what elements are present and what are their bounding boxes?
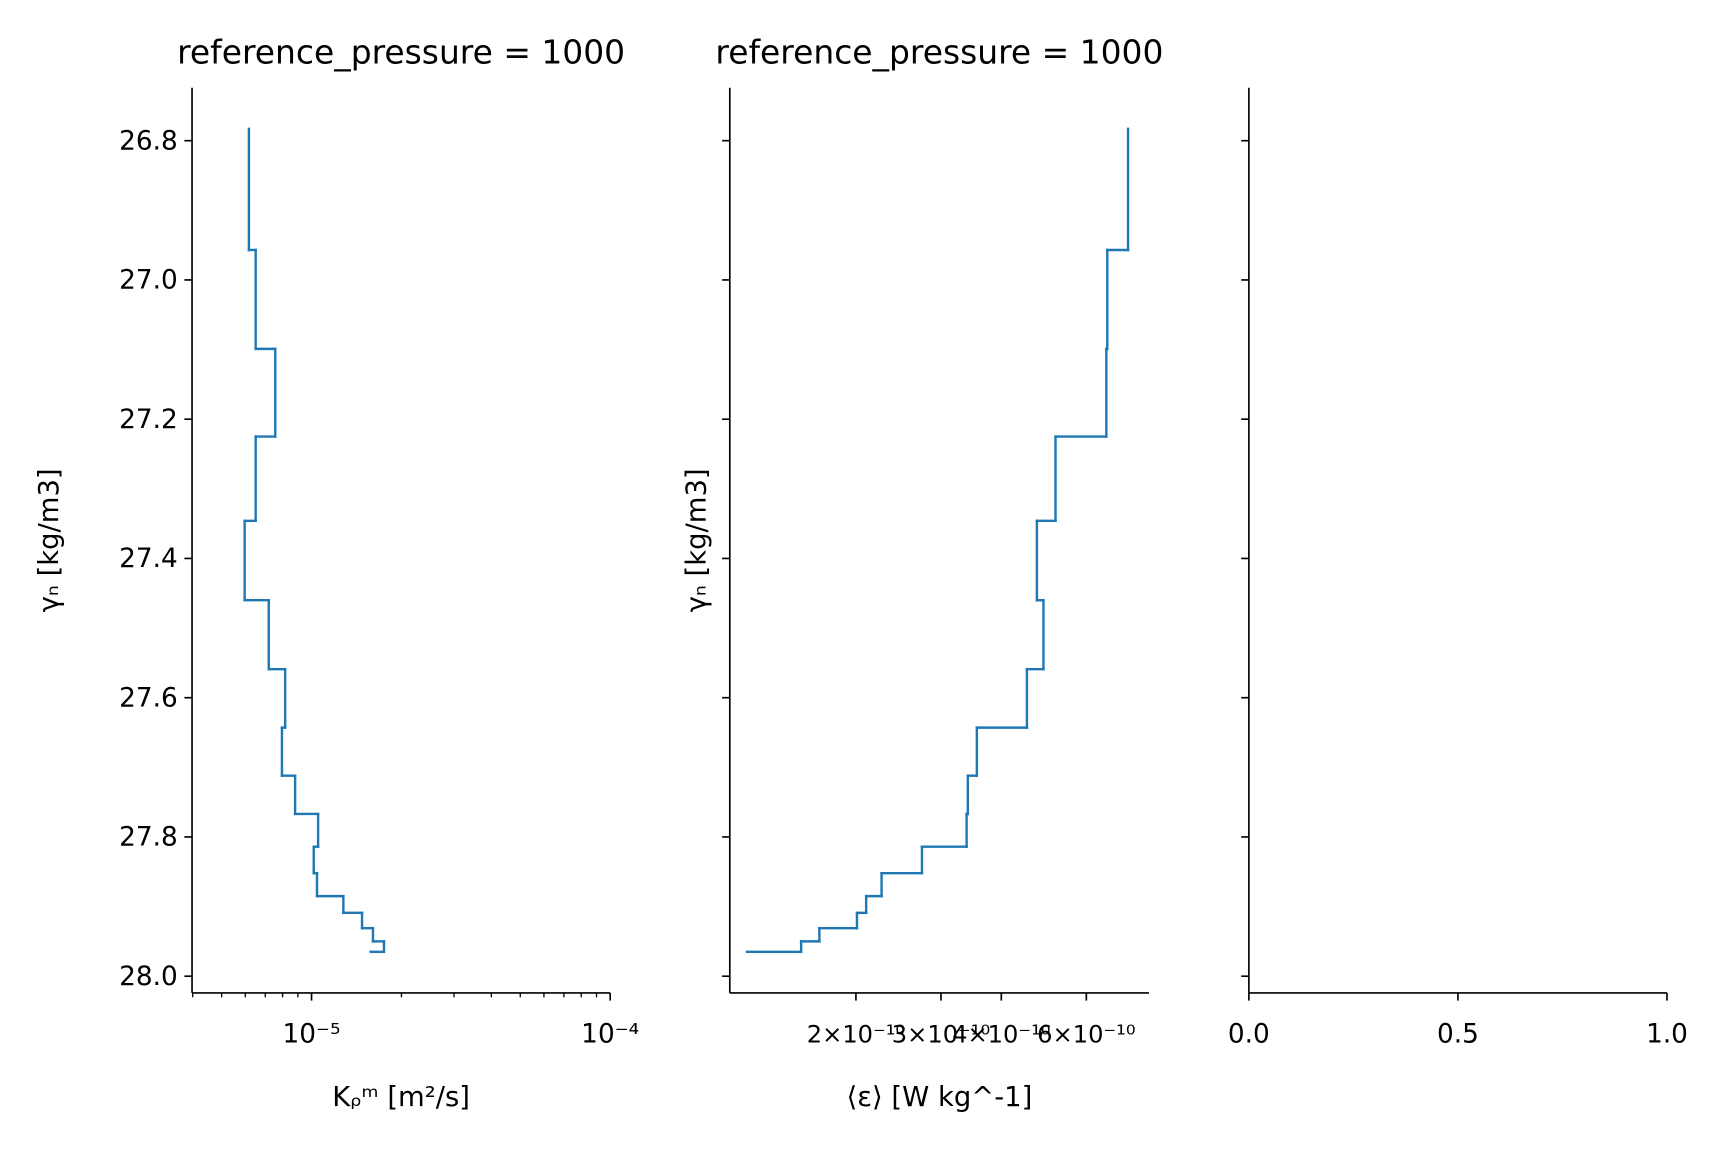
y-tick-label: 27.0	[119, 266, 178, 296]
x-tick-label: 0.5	[1437, 1019, 1479, 1049]
subplot-title: reference_pressure = 1000	[715, 33, 1163, 72]
x-tick-label: 0.0	[1228, 1019, 1270, 1049]
y-tick-label: 27.8	[119, 823, 178, 853]
x-tick-label: 10⁻⁴	[581, 1019, 639, 1049]
x-axis-label: ⟨ε⟩ [W kg^-1]	[847, 1082, 1033, 1113]
y-tick-label: 27.2	[119, 405, 178, 435]
y-tick-label: 27.6	[119, 683, 178, 713]
x-tick-label: 4×10⁻¹⁰	[952, 1020, 1050, 1048]
x-tick-label: 6×10⁻¹⁰	[1037, 1020, 1135, 1048]
y-tick-label: 28.0	[119, 962, 178, 992]
x-tick-label: 3×10⁻¹⁰	[892, 1020, 990, 1048]
x-tick-label: 1.0	[1646, 1019, 1688, 1049]
x-tick-label: 10⁻⁵	[283, 1019, 341, 1049]
y-tick-label: 26.8	[119, 126, 178, 156]
subplot-title: reference_pressure = 1000	[177, 33, 625, 72]
x-axis-label: Kᵨᵐ [m²/s]	[332, 1082, 470, 1113]
y-tick-label: 27.4	[119, 544, 178, 574]
x-tick-label: 2×10⁻¹⁰	[807, 1020, 905, 1048]
y-axis-label: γₙ [kg/m3]	[34, 468, 65, 612]
y-axis-label: γₙ [kg/m3]	[682, 468, 713, 612]
